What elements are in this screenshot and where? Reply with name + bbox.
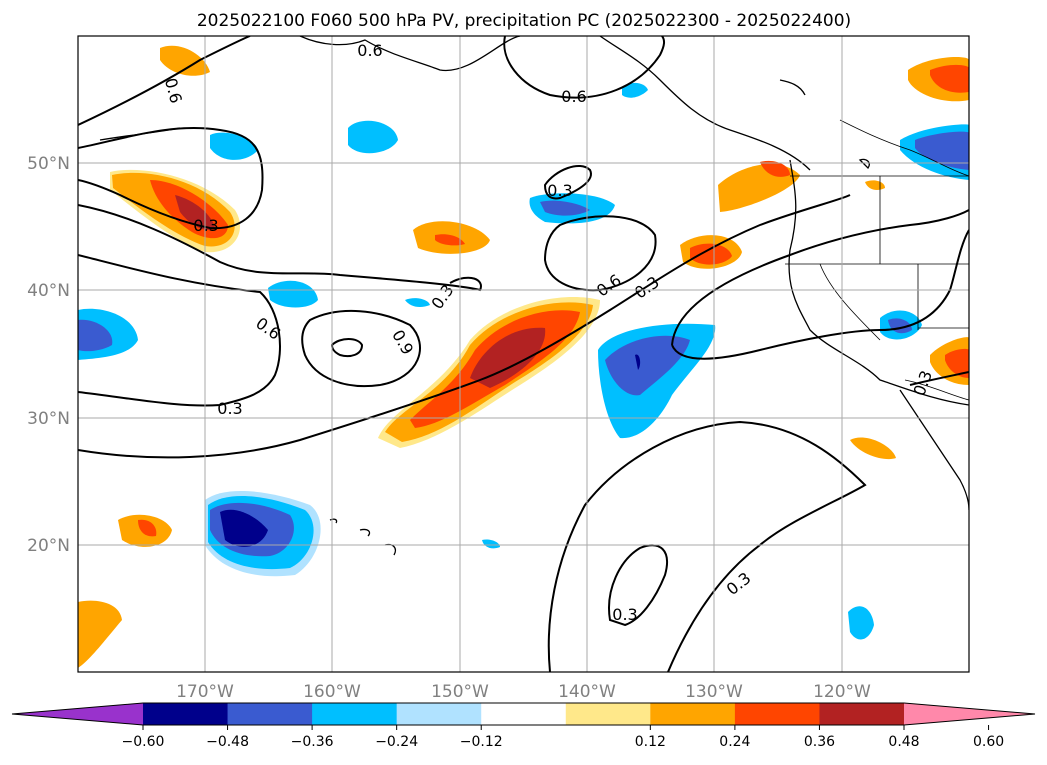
- colorbar-tick-label: 0.24: [719, 734, 750, 750]
- lon-label: 160°W: [303, 682, 361, 702]
- colorbar-tick-label: 0.36: [804, 734, 835, 750]
- anomaly-positive-patch: [850, 437, 896, 460]
- anomaly-positive-patch: [435, 234, 465, 246]
- lon-label: 150°W: [431, 682, 489, 702]
- anomaly-negative-patch: [268, 280, 318, 308]
- colorbar-tick-label: −0.36: [291, 734, 334, 750]
- anomaly-positive-patch: [138, 519, 157, 537]
- colorbar-segment: [650, 703, 736, 725]
- colorbar-tick-label: 0.12: [635, 734, 666, 750]
- anomaly-positive-patch: [160, 45, 210, 76]
- anomaly-negative-southwest: [205, 490, 321, 577]
- colorbar-tick-label: 0.48: [888, 734, 919, 750]
- precip-anomaly-layer: [78, 45, 969, 668]
- anomaly-negative-patch: [915, 131, 969, 170]
- colorbar-tick-label: 0.60: [973, 734, 1004, 750]
- colorbar-ticks: [142, 725, 990, 730]
- colorbar-segment: [819, 703, 905, 725]
- graticule: [78, 36, 969, 672]
- anomaly-positive-patch: [930, 64, 969, 93]
- anomaly-negative-patch: [78, 319, 113, 352]
- longitude-labels: 170°W 160°W 150°W 140°W 130°W 120°W: [176, 682, 871, 702]
- colorbar-tick-label: −0.12: [460, 734, 503, 750]
- colorbar-under-arrow: [12, 703, 143, 725]
- latitude-labels: 50°N 40°N 30°N 20°N: [27, 154, 70, 556]
- contour-label: 0.3: [217, 399, 242, 418]
- anomaly-negative-central: [598, 323, 716, 439]
- colorbar: −0.60 −0.48 −0.36 −0.24 −0.12 0.12 0.24 0.36 0.4…: [11, 702, 1036, 750]
- anomaly-positive-central-band: [378, 296, 600, 448]
- lat-label: 50°N: [27, 154, 70, 174]
- colorbar-tick-label: −0.60: [122, 734, 165, 750]
- lon-label: 130°W: [685, 682, 743, 702]
- anomaly-negative-patch: [848, 606, 874, 640]
- anomaly-negative-patch: [482, 539, 500, 549]
- lon-label: 120°W: [813, 682, 871, 702]
- colorbar-segment: [396, 703, 482, 725]
- colorbar-segment: [734, 703, 820, 725]
- lat-label: 40°N: [27, 281, 70, 301]
- colorbar-tick-label: −0.48: [206, 734, 249, 750]
- anomaly-positive-patch: [760, 160, 790, 177]
- colorbar-segment: [481, 703, 567, 725]
- contour-label: 0.6: [561, 87, 586, 106]
- colorbar-segment: [227, 703, 313, 725]
- colorbar-over-arrow: [904, 703, 1035, 725]
- colorbar-segment: [565, 703, 651, 725]
- anomaly-negative-patch: [348, 120, 398, 154]
- colorbar-segment: [312, 703, 398, 725]
- colorbar-tick-label: −0.24: [375, 734, 418, 750]
- lon-label: 140°W: [558, 682, 616, 702]
- colorbar-segment: [143, 703, 229, 725]
- contour-label: 0.6: [357, 41, 382, 60]
- map-title: 2025022100 F060 500 hPa PV, precipitatio…: [197, 11, 851, 31]
- lat-label: 20°N: [27, 536, 70, 556]
- anomaly-negative-patch: [405, 298, 430, 308]
- anomaly-positive-patch: [690, 243, 732, 265]
- colorbar-tick-labels: −0.60 −0.48 −0.36 −0.24 −0.12 0.12 0.24 0.36 0.4…: [122, 734, 1005, 750]
- contour-label: 0.3: [193, 216, 218, 235]
- contour-label: 0.3: [612, 605, 637, 624]
- political-borders: [785, 119, 969, 401]
- pv-contours: [78, 36, 969, 672]
- lon-label: 170°W: [176, 682, 234, 702]
- colorbar-segments: [143, 703, 905, 725]
- anomaly-positive-patch: [78, 600, 122, 668]
- map-frame: [77, 35, 970, 673]
- contour-label: 0.3: [547, 181, 572, 200]
- anomaly-negative-patch: [540, 200, 590, 216]
- anomaly-positive-patch: [945, 348, 969, 378]
- map-panel: 0.6 0.6 0.6 0.3 0.3 0.3 0.6 0.3 0.6 0.9 …: [77, 35, 970, 673]
- lat-label: 30°N: [27, 409, 70, 429]
- anomaly-negative-patch: [622, 82, 648, 98]
